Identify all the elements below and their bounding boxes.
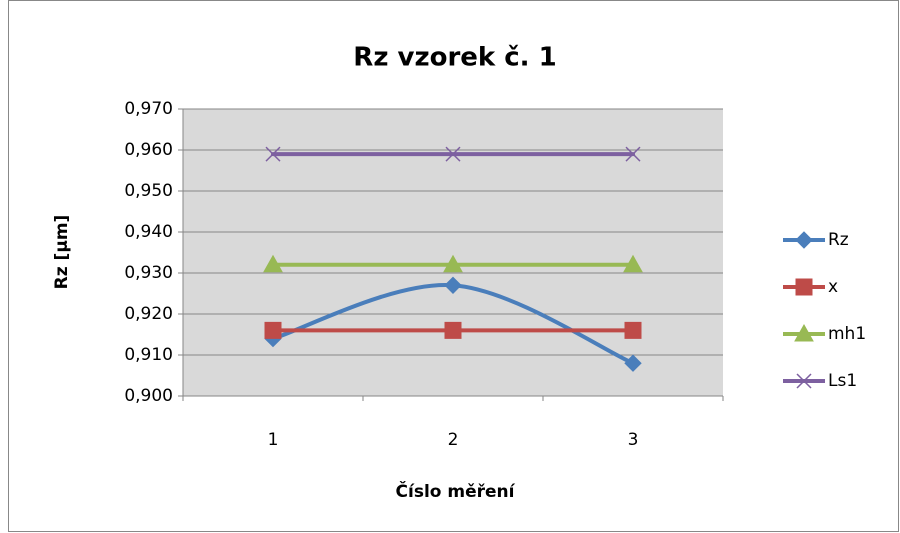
y-tick-label: 0,960: [124, 140, 173, 160]
y-tick-label: 0,970: [124, 99, 173, 119]
y-tick-label: 0,900: [124, 386, 173, 406]
legend-marker: [795, 231, 813, 249]
legend-label: Rz: [828, 230, 849, 250]
data-point: [624, 321, 642, 339]
data-point: [263, 254, 283, 273]
x-tick-label: 1: [268, 430, 279, 450]
y-axis-label: Rz [µm]: [52, 215, 72, 290]
data-point: [265, 146, 281, 162]
data-point: [623, 254, 643, 273]
y-tick-label: 0,910: [124, 345, 173, 365]
data-point: [444, 321, 462, 339]
legend-marker: [796, 373, 812, 389]
y-tick-label: 0,950: [124, 181, 173, 201]
legend-label: mh1: [828, 324, 866, 344]
x-tick-label: 2: [448, 430, 459, 450]
data-point: [264, 321, 282, 339]
y-tick-label: 0,930: [124, 263, 173, 283]
legend-label: Ls1: [828, 371, 857, 391]
data-point: [445, 146, 461, 162]
plot-area: [183, 109, 723, 396]
x-axis-label: Číslo měření: [396, 480, 516, 502]
data-point: [443, 254, 463, 273]
chart-title: Rz vzorek č. 1: [353, 43, 556, 73]
legend-label: x: [828, 277, 838, 297]
data-point: [624, 354, 642, 372]
legend-marker: [795, 278, 813, 296]
data-point: [625, 146, 641, 162]
y-tick-label: 0,940: [124, 222, 173, 242]
legend-marker: [794, 323, 814, 342]
y-tick-label: 0,920: [124, 304, 173, 324]
x-tick-label: 3: [628, 430, 639, 450]
data-point: [444, 276, 462, 295]
